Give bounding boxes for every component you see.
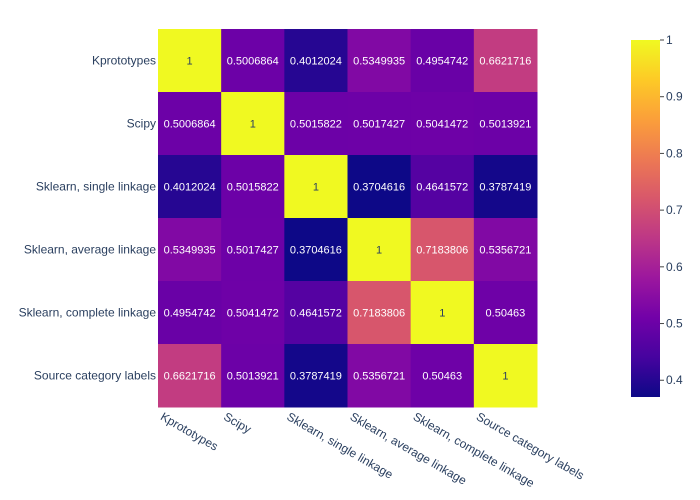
colorbar-tick-label: 0.4 [666,373,683,387]
heatmap-cell [410,29,475,93]
colorbar-tick-label: 0.7 [666,203,683,217]
heatmap-cell [284,29,348,93]
heatmap-cell [158,218,222,282]
heatmap-cell [347,155,412,219]
heatmap-cell [158,281,222,345]
colorbar-tick-label: 0.6 [666,260,683,274]
cell-value-label: 0.7183806 [353,308,405,320]
heatmap-cell [347,218,412,282]
cell-value-label: 1 [187,56,193,68]
cell-value-label: 0.5041472 [227,308,279,320]
heatmap-cell [221,218,285,282]
cell-value-label: 0.4954742 [416,56,468,68]
heatmap-cell [410,92,475,156]
cell-value-label: 0.7183806 [416,245,468,257]
cell-value-label: 0.5006864 [227,56,279,68]
cell-value-label: 0.4012024 [290,56,342,68]
cell-value-label: 0.6621716 [164,371,216,383]
x-axis-labels: Kprototypes Scipy Sklearn, single linkageS… [158,409,587,490]
heatmap-cell [347,29,412,93]
heatmap-cell [284,281,348,345]
heatmap-cell [284,218,348,282]
heatmap-cell [221,344,285,408]
cell-value-label: 0.5015822 [290,119,342,131]
heatmap-cell [221,92,285,156]
heatmap-cell [158,29,222,93]
heatmap-cell [473,92,538,156]
heatmap-cell [473,29,538,93]
heatmap-cell [410,155,475,219]
heatmap-cell [284,92,348,156]
heatmap-cell [473,218,538,282]
heatmap-cell [284,155,348,219]
cell-value-label: 0.5013921 [479,119,531,131]
cell-value-label: 0.4954742 [164,308,216,320]
heatmap-cell [221,29,285,93]
cell-value-label: 1 [250,119,256,131]
heatmap-cell [410,218,475,282]
heatmap-cell [284,344,348,408]
colorbar: 0.4 0.5 0.6 0.7 0.8 0.9 1 [631,33,683,397]
heatmap-cell [158,92,222,156]
x-tick-label: Sklearn, complete linkage [411,409,537,490]
x-tick-label: Kprototypes [158,409,220,453]
y-tick-label: Sklearn, complete linkage [19,306,157,320]
cell-value-label: 1 [502,371,508,383]
heatmap-cell [347,344,412,408]
cell-value-label: 0.50463 [486,308,526,320]
y-tick-label: Sklearn, average linkage [24,243,156,257]
cell-value-label: 1 [439,308,445,320]
y-tick-label: Sklearn, single linkage [36,180,156,194]
cell-value-label: 0.6621716 [479,56,531,68]
heatmap-cell [347,92,412,156]
cell-value-label: 1 [313,182,319,194]
cell-value-label: 0.4012024 [164,182,216,194]
cell-value-label: 0.3704616 [290,245,342,257]
y-axis-labels: Kprototypes Scipy Sklearn, single linkage S… [19,54,157,383]
cell-value-label: 0.5356721 [353,371,405,383]
cell-value-label: 0.5041472 [416,119,468,131]
cell-value-label: 0.5013921 [227,371,279,383]
cell-value-label: 0.3787419 [290,371,342,383]
x-tick-label: Source category labels [474,409,587,482]
y-tick-label: Kprototypes [92,54,156,68]
colorbar-tick-label: 1 [666,33,673,47]
x-tick-label: Sklearn, single linkage [284,409,395,481]
cell-value-label: 0.5349935 [164,245,216,257]
x-tick-label: Sklearn, average linkage [348,409,470,487]
heatmap-cell [473,344,538,408]
y-tick-label: Scipy [127,117,156,131]
cell-value-label: 0.4641572 [416,182,468,194]
colorbar-tick-label: 0.5 [666,317,683,331]
cell-value-label: 0.5017427 [353,119,405,131]
heatmap-cell [473,281,538,345]
cell-value-label: 0.5015822 [227,182,279,194]
colorbar-tick-label: 0.9 [666,90,683,104]
colorbar-tick-label: 0.8 [666,146,683,160]
heatmap-cell [347,281,412,345]
heatmap-cell [158,155,222,219]
heatmap-cell [473,155,538,219]
cell-value-label: 0.50463 [422,371,462,383]
heatmap-cell [410,281,475,345]
heatmap-cell [158,344,222,408]
cell-value-label: 1 [376,245,382,257]
y-tick-label: Source category labels [34,369,156,383]
heatmap-cells: 1 0.5006864 0.4012024 0.5349935 0.4954742 0.6… [158,29,538,408]
heatmap-cell [410,344,475,408]
colorbar-gradient [631,40,660,397]
cell-value-label: 0.5356721 [479,245,531,257]
cell-value-label: 0.5006864 [164,119,216,131]
cell-value-label: 0.5349935 [353,56,405,68]
cell-value-label: 0.4641572 [290,308,342,320]
cell-value-label: 0.5017427 [227,245,279,257]
cell-value-label: 0.3704616 [353,182,405,194]
heatmap-cell [221,155,285,219]
heatmap-cell [221,281,285,345]
cell-value-label: 0.3787419 [479,182,531,194]
x-tick-label: Scipy [221,409,253,436]
